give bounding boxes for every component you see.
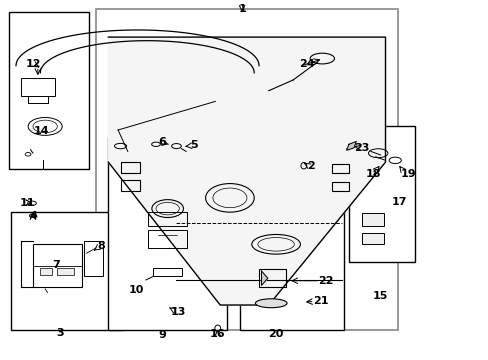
Bar [239,187,344,330]
Bar [362,213,383,226]
Bar [57,268,74,275]
Bar [331,164,348,173]
Text: 18: 18 [365,168,380,179]
Text: 20: 20 [268,329,283,339]
Text: 4: 4 [29,211,37,221]
Bar [259,269,285,287]
Bar [108,137,227,330]
Text: 3: 3 [56,328,63,338]
Bar [148,230,187,248]
Bar [348,126,414,262]
Text: 1: 1 [238,4,245,14]
Text: 2: 2 [306,161,314,171]
Polygon shape [108,37,385,305]
Bar [84,241,103,276]
Ellipse shape [255,299,286,308]
Text: 17: 17 [390,197,406,207]
Text: 22: 22 [318,276,333,286]
Bar [120,180,140,191]
Text: 9: 9 [158,330,165,341]
Bar [362,233,383,244]
Bar [11,212,122,330]
Polygon shape [261,271,267,285]
Text: 15: 15 [372,291,387,301]
Bar [96,9,397,330]
Text: 23: 23 [354,143,369,153]
Text: 12: 12 [25,59,41,69]
Text: 14: 14 [33,126,49,136]
Polygon shape [346,141,356,150]
Text: 19: 19 [400,168,416,179]
Text: 5: 5 [190,140,198,150]
Bar [21,78,55,96]
Bar [40,268,52,275]
Bar [120,162,140,173]
Text: 24: 24 [298,59,314,69]
Bar [9,12,89,169]
Text: 11: 11 [20,198,35,207]
Text: 10: 10 [129,285,144,295]
Text: 13: 13 [170,307,185,317]
Text: 16: 16 [209,329,225,339]
Text: 7: 7 [52,260,60,270]
Text: 8: 8 [97,241,105,251]
Bar [331,182,348,191]
Bar [153,267,182,276]
Bar [33,244,81,287]
Bar [148,212,187,226]
Text: 21: 21 [313,296,328,306]
Text: 6: 6 [158,137,165,147]
